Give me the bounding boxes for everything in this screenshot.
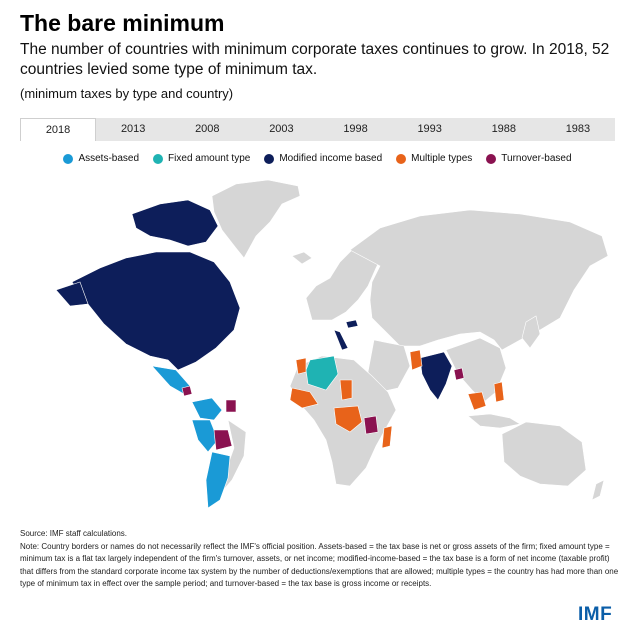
guatemala — [181, 385, 193, 397]
tab-1988[interactable]: 1988 — [491, 123, 517, 135]
canada-arctic — [131, 199, 219, 247]
multiple-types-countries — [289, 349, 505, 449]
modified-income-countries — [55, 199, 453, 401]
imf-logo: IMF — [578, 604, 613, 625]
legend-item-assets-based[interactable]: Assets-based — [63, 153, 139, 164]
bolivia — [213, 429, 233, 451]
west-africa — [289, 387, 319, 409]
source-line: Source: IMF staff calculations. — [20, 529, 128, 538]
new-zealand — [591, 479, 605, 501]
chart-subtitle: The number of countries with minimum cor… — [20, 41, 610, 78]
chart-title: The bare minimum — [20, 10, 225, 36]
se-asia — [467, 391, 487, 411]
assets-based-countries — [151, 365, 231, 509]
drc — [333, 405, 363, 433]
world-map — [55, 179, 609, 509]
hungary — [345, 319, 359, 329]
morocco — [295, 357, 307, 375]
legend-swatch — [486, 153, 497, 164]
legend-label: Turnover-based — [501, 153, 572, 164]
middle-east — [367, 339, 411, 393]
legend-swatch — [63, 153, 74, 164]
tab-1998[interactable]: 1998 — [343, 123, 368, 135]
year-tabs: 2018 2013 2008 2003 1998 1993 1988 1983 — [20, 118, 615, 141]
legend-label: Assets-based — [78, 153, 140, 164]
philippines — [493, 381, 505, 403]
legend-swatch — [153, 153, 164, 164]
tab-2008[interactable]: 2008 — [195, 123, 220, 135]
india — [419, 351, 453, 401]
tab-2013[interactable]: 2013 — [120, 123, 146, 135]
italy — [333, 329, 349, 351]
russia-asia — [349, 209, 609, 351]
legend-item-fixed-amount[interactable]: Fixed amount type — [153, 153, 250, 164]
colombia-venezuela — [191, 397, 223, 421]
legend-label: Modified income based — [279, 153, 383, 164]
greenland-region — [211, 179, 301, 259]
no-tax-countries — [211, 179, 609, 501]
argentina — [205, 451, 231, 509]
tab-1983[interactable]: 1983 — [565, 123, 591, 135]
legend-item-turnover-based[interactable]: Turnover-based — [486, 153, 572, 164]
legend-label: Fixed amount type — [168, 153, 251, 164]
definitions-note: Note: Country borders or names do not ne… — [20, 541, 619, 589]
ecuador-peru — [191, 419, 219, 453]
madagascar — [381, 425, 393, 449]
alaska — [55, 281, 89, 307]
legend-label: Multiple types — [411, 153, 473, 164]
north-america — [71, 251, 241, 371]
legend-swatch — [396, 153, 407, 164]
guyana — [225, 399, 237, 413]
tab-1993[interactable]: 1993 — [417, 123, 442, 135]
legend: Assets-based Fixed amount type Modified … — [0, 153, 635, 164]
bangladesh — [453, 367, 465, 381]
tab-2018[interactable]: 2018 — [20, 118, 97, 141]
chad — [339, 379, 353, 401]
source-note: Source: IMF staff calculations. Note: Co… — [20, 528, 620, 591]
legend-item-multiple-types[interactable]: Multiple types — [396, 153, 472, 164]
indonesia — [467, 413, 521, 429]
tab-2003[interactable]: 2003 — [269, 123, 294, 135]
pakistan — [409, 349, 423, 371]
iceland — [291, 251, 313, 265]
legend-swatch — [264, 153, 275, 164]
tanzania — [363, 415, 379, 435]
unit-note: (minimum taxes by type and country) — [20, 86, 234, 101]
japan — [521, 315, 541, 349]
legend-item-modified-income[interactable]: Modified income based — [264, 153, 382, 164]
australia — [501, 421, 587, 487]
turnover-based-countries — [181, 367, 465, 451]
